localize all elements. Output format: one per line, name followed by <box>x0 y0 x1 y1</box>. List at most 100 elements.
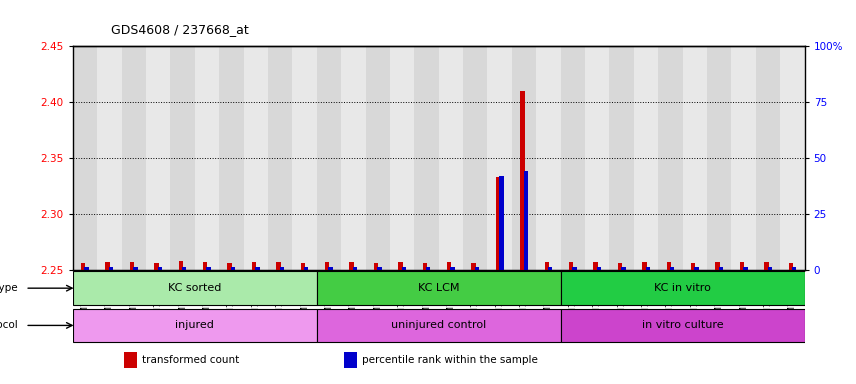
Bar <box>73 271 317 305</box>
Bar <box>719 267 723 270</box>
Bar <box>768 267 772 270</box>
Bar <box>377 267 382 270</box>
Bar <box>398 262 402 270</box>
Bar <box>124 352 137 368</box>
Bar <box>374 263 378 270</box>
Bar <box>731 46 756 270</box>
Bar <box>450 267 455 270</box>
Bar <box>292 46 317 270</box>
Text: GDS4608 / 237668_at: GDS4608 / 237668_at <box>111 23 249 36</box>
Text: protocol: protocol <box>0 320 18 330</box>
Bar <box>670 267 675 270</box>
Bar <box>203 262 207 270</box>
Bar <box>182 267 187 270</box>
Bar <box>349 262 354 270</box>
Bar <box>423 263 427 270</box>
Bar <box>667 262 671 270</box>
Bar <box>439 46 463 270</box>
Bar <box>743 267 747 270</box>
Bar <box>536 46 561 270</box>
Bar <box>426 267 431 270</box>
Text: KC in vitro: KC in vitro <box>654 283 711 293</box>
Bar <box>343 352 357 368</box>
Bar <box>633 46 658 270</box>
Bar <box>707 46 731 270</box>
Bar <box>561 271 805 305</box>
Text: transformed count: transformed count <box>142 355 240 365</box>
Bar <box>401 267 406 270</box>
Bar <box>781 46 805 270</box>
Bar <box>268 46 292 270</box>
Bar <box>573 267 577 270</box>
Bar <box>658 46 682 270</box>
Bar <box>788 263 793 270</box>
Bar <box>243 46 268 270</box>
Bar <box>593 262 597 270</box>
Bar <box>228 263 232 270</box>
Bar <box>642 262 646 270</box>
Bar <box>586 46 609 270</box>
Bar <box>524 171 528 270</box>
Bar <box>561 46 586 270</box>
Bar <box>621 267 626 270</box>
Bar <box>255 267 259 270</box>
Bar <box>158 267 162 270</box>
Bar <box>206 267 211 270</box>
Bar <box>463 46 488 270</box>
Bar <box>353 267 357 270</box>
Bar <box>645 267 650 270</box>
Bar <box>304 267 308 270</box>
Bar <box>122 46 146 270</box>
Bar <box>105 262 110 270</box>
Bar <box>194 46 219 270</box>
Bar <box>81 263 86 270</box>
Bar <box>276 262 281 270</box>
Bar <box>366 46 390 270</box>
Bar <box>569 262 574 270</box>
Bar <box>280 267 284 270</box>
Bar <box>154 263 158 270</box>
Text: percentile rank within the sample: percentile rank within the sample <box>362 355 538 365</box>
Bar <box>73 46 97 270</box>
Bar <box>170 46 194 270</box>
Bar <box>317 309 561 342</box>
Bar <box>231 267 235 270</box>
Bar <box>179 261 183 270</box>
Bar <box>544 262 549 270</box>
Bar <box>341 46 366 270</box>
Bar <box>682 46 707 270</box>
Text: KC LCM: KC LCM <box>418 283 460 293</box>
Bar <box>219 46 243 270</box>
Bar <box>548 267 552 270</box>
Bar <box>472 263 476 270</box>
Bar <box>691 263 695 270</box>
Bar <box>512 46 536 270</box>
Bar <box>756 46 780 270</box>
Bar <box>329 267 333 270</box>
Bar <box>740 262 744 270</box>
Bar <box>134 267 138 270</box>
Bar <box>98 46 122 270</box>
Bar <box>414 46 438 270</box>
Bar <box>130 262 134 270</box>
Bar <box>389 46 414 270</box>
Bar <box>520 91 525 270</box>
Bar <box>252 262 256 270</box>
Bar <box>447 262 451 270</box>
Bar <box>618 263 622 270</box>
Text: in vitro culture: in vitro culture <box>642 320 723 330</box>
Bar <box>597 267 601 270</box>
Bar <box>496 177 500 270</box>
Bar <box>85 267 89 270</box>
Bar <box>300 263 305 270</box>
Bar <box>561 309 805 342</box>
Bar <box>146 46 170 270</box>
Bar <box>694 267 698 270</box>
Bar <box>317 46 341 270</box>
Text: KC sorted: KC sorted <box>168 283 222 293</box>
Text: injured: injured <box>175 320 214 330</box>
Bar <box>499 176 503 270</box>
Bar <box>109 267 113 270</box>
Bar <box>764 262 769 270</box>
Bar <box>792 267 796 270</box>
